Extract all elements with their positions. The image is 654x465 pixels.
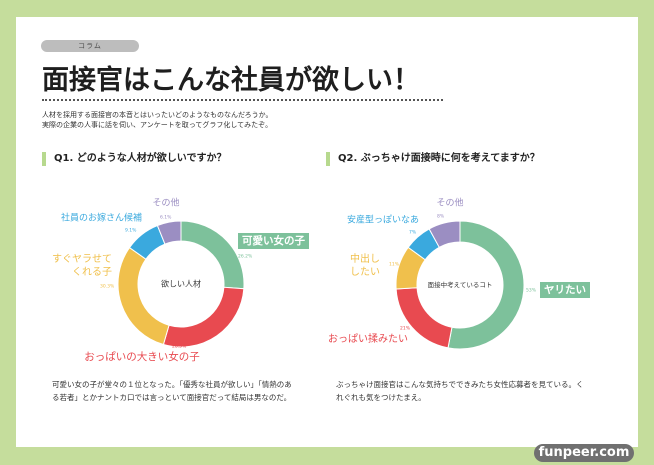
category-label: 社員のお嫁さん候補 [61,212,142,224]
donut-slice [428,220,461,248]
category-label: 可愛い女の子 [242,234,305,247]
intro-line: 実際の企業の人事に話を伺い、アンケートを取ってグラフ化してみたぞ。 [42,121,273,129]
site-watermark: funpeer.com [534,444,634,462]
question-1-title: Q1. どのような人材が欲しいですか？ [42,152,226,166]
category-label: ヤリたい [544,284,586,296]
category-label: 安産型っぽいなあ [347,214,419,226]
category-label: すぐヤラせてくれる子 [52,253,112,278]
content-card [16,17,638,447]
value-label: 28.3% [172,344,187,350]
donut-slice [117,246,170,346]
label-box [540,282,590,298]
q2-comment-line: ぶっちゃけ面接官はこんな気持ちでできみたち女性応募者を見ている。く [336,380,584,389]
intro-text: 人材を採用する面接官の本音とはいったいどのようなものなんだろうか。 実際の企業の… [42,110,272,130]
value-label: 7% [409,230,417,236]
q1-comment: 可愛い女の子が堂々の１位となった。「優秀な社員が欲しい」「情熱のあ る若者」とか… [52,378,292,404]
label-box [238,233,309,249]
value-label: 30.3% [100,284,115,290]
category-label: 中出ししたい [350,252,380,278]
donut-center-label: 欲しい人材 [161,279,201,289]
q1-comment-line: 可愛い女の子が堂々の１位となった。「優秀な社員が欲しい」「情熱のあ [52,380,292,389]
question-2-title: Q2. ぶっちゃけ面接時に何を考えてますか？ [326,152,540,166]
donut-center-label: 面接中考えているコト [428,280,493,289]
q2-comment: ぶっちゃけ面接官はこんな気持ちでできみたち女性応募者を見ている。く れぐれも気を… [336,378,584,404]
intro-line: 人材を採用する面接官の本音とはいったいどのようなものなんだろうか。 [42,111,273,119]
value-label: 9.1% [125,228,137,234]
value-label: 6.1% [160,215,172,221]
value-label: 8% [437,214,445,220]
donut-slice [156,220,182,245]
value-label: 26.2% [238,254,253,260]
value-label: 53% [526,288,537,294]
q1-comment-line: る若者」とかナントカ口では言っといて面接官だって結局は男なのだ。 [52,393,292,402]
donut-slice [162,286,245,348]
q2-comment-line: れぐれも気をつけたまえ。 [336,393,426,402]
donut-slice [447,220,525,350]
dotted-divider [42,99,443,101]
value-label: 21% [400,326,411,332]
category-label: その他 [436,197,463,209]
category-label: その他 [152,197,179,209]
value-label: 11% [389,262,400,268]
column-tag: コラム [41,40,139,52]
category-label: おっぱい揉みたい [328,332,408,345]
category-label: おっぱいの大きい女の子 [84,350,200,363]
page-title: 面接官はこんな社員が欲しい！ [42,65,420,96]
